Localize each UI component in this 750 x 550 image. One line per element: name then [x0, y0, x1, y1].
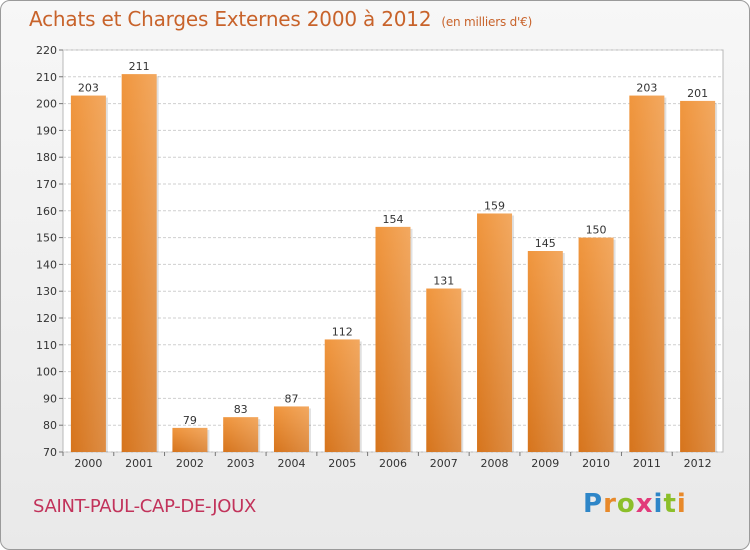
y-tick-label: 210: [36, 71, 57, 84]
x-tick-label-2009: 2009: [531, 457, 559, 470]
x-tick-label-2007: 2007: [430, 457, 458, 470]
bar-highlight: [578, 237, 614, 452]
x-tick-label-2006: 2006: [379, 457, 407, 470]
bar-highlight: [375, 226, 411, 452]
x-tick-label-2003: 2003: [227, 457, 255, 470]
x-tick-label-2011: 2011: [633, 457, 661, 470]
y-axis-ticks: 70 80 90 100 110 120 130 140 150 160 170 180 190 200 2…: [36, 44, 63, 459]
chart-title: Achats et Charges Externes 2000 à 2012 (e…: [29, 7, 532, 31]
x-tick-label-2002: 2002: [176, 457, 204, 470]
y-tick-label: 120: [36, 312, 57, 325]
y-tick-label: 220: [36, 44, 57, 57]
y-tick-label: 200: [36, 98, 57, 111]
bar-highlight: [527, 251, 563, 452]
logo-letter: x: [635, 489, 654, 519]
bar-chart: 203 211 79 83 87 112 154 131 159 145 150 203 201 70 8…: [36, 44, 724, 470]
bar-highlight: [680, 100, 716, 453]
y-tick-label: 70: [43, 446, 57, 459]
bar-highlight: [172, 427, 208, 452]
y-tick-label: 150: [36, 232, 57, 245]
logo-letter: i: [676, 489, 687, 519]
data-label-2004: 87: [284, 392, 298, 405]
data-label-2012: 201: [687, 87, 708, 100]
x-axis-ticks: 2000 2001 2002 2003 2004 2005 2006 2007 2008 2009…: [62, 452, 712, 470]
x-tick-label-2000: 2000: [74, 457, 102, 470]
proxiti-logo: Proxiti: [583, 489, 687, 519]
y-tick-label: 90: [43, 392, 57, 405]
y-tick-label: 100: [36, 366, 57, 379]
bar-highlight: [273, 406, 309, 452]
data-label-2008: 159: [484, 199, 505, 212]
x-tick-label-2001: 2001: [125, 457, 153, 470]
x-tick-label-2004: 2004: [277, 457, 305, 470]
data-label-2007: 131: [433, 275, 454, 288]
bar-highlight: [121, 74, 157, 453]
y-tick-label: 190: [36, 124, 57, 137]
y-tick-label: 160: [36, 205, 57, 218]
logo-letter: P: [583, 489, 604, 519]
y-tick-label: 130: [36, 285, 57, 298]
logo-letter: t: [663, 489, 677, 519]
x-tick-label-2005: 2005: [328, 457, 356, 470]
y-tick-label: 170: [36, 178, 57, 191]
y-tick-label: 110: [36, 339, 57, 352]
data-labels: 203 211 79 83 87 112 154 131 159 145 150 203 201: [78, 60, 708, 427]
data-label-2002: 79: [183, 414, 197, 427]
x-tick-label-2010: 2010: [582, 457, 610, 470]
bar-highlight: [223, 417, 259, 452]
data-label-2001: 211: [129, 60, 150, 73]
location-name: SAINT-PAUL-CAP-DE-JOUX: [33, 496, 257, 517]
data-label-2005: 112: [332, 325, 353, 338]
bar-highlight: [477, 213, 513, 452]
y-tick-label: 80: [43, 419, 57, 432]
bars: [70, 74, 718, 453]
bar-highlight: [629, 95, 665, 452]
bar-highlight: [426, 288, 462, 452]
data-label-2009: 145: [535, 237, 556, 250]
x-tick-label-2008: 2008: [481, 457, 509, 470]
y-tick-label: 140: [36, 258, 57, 271]
chart-subtitle: (en milliers d'€): [441, 15, 533, 29]
logo-letter: o: [616, 489, 636, 519]
logo-letter: r: [603, 489, 617, 519]
y-tick-label: 180: [36, 151, 57, 164]
data-label-2011: 203: [636, 82, 657, 95]
logo-letter: i: [653, 489, 664, 519]
bar-highlight: [70, 95, 106, 452]
chart-title-text: Achats et Charges Externes 2000 à 2012: [29, 7, 432, 31]
data-label-2000: 203: [78, 82, 99, 95]
data-label-2003: 83: [234, 403, 248, 416]
data-label-2010: 150: [586, 224, 607, 237]
data-label-2006: 154: [383, 213, 404, 226]
x-tick-label-2012: 2012: [684, 457, 712, 470]
bar-highlight: [324, 339, 360, 452]
